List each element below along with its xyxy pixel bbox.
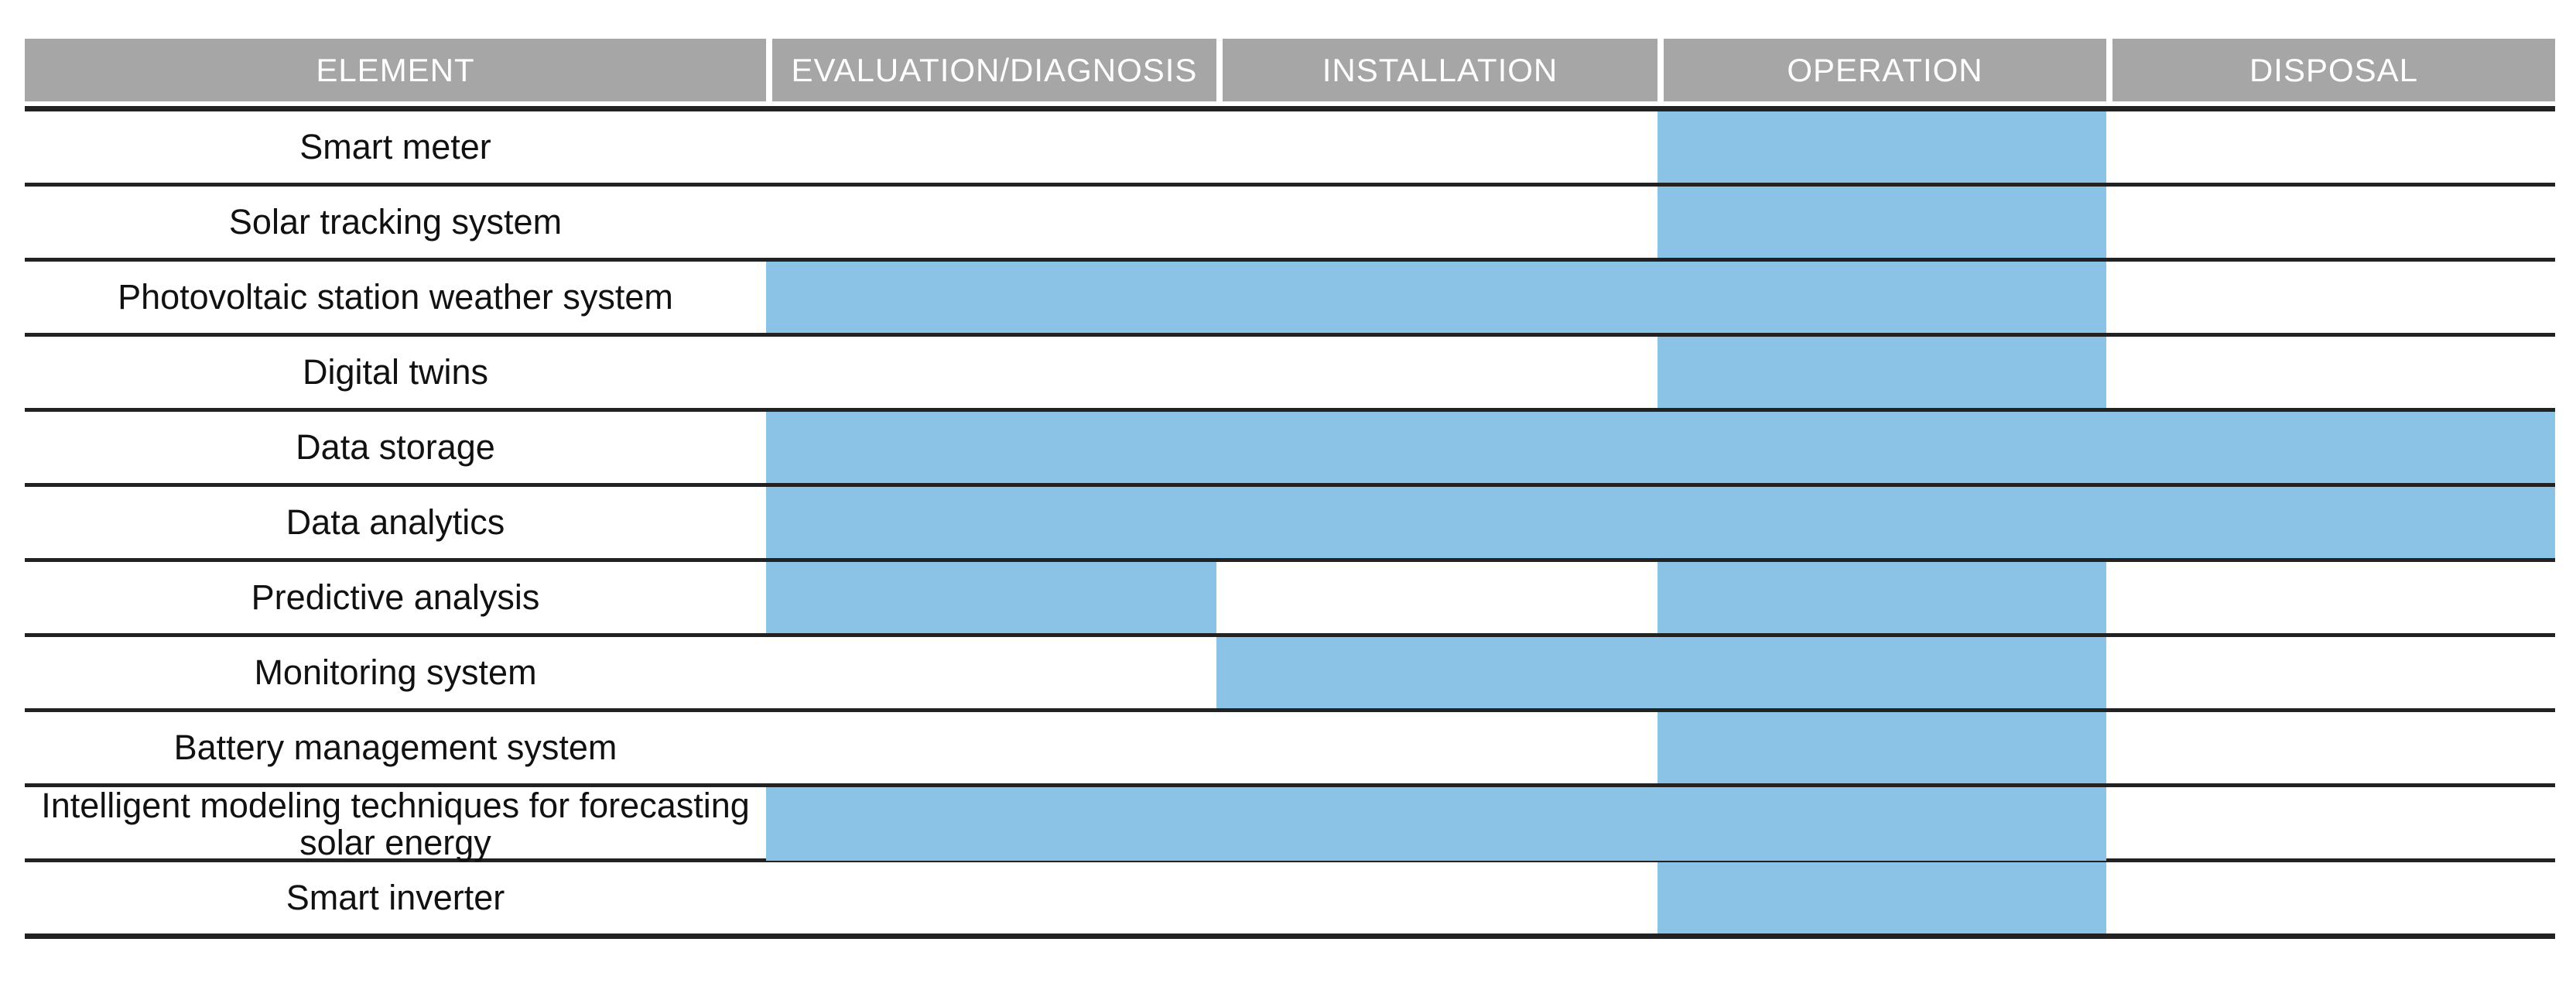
cell-operation-active [1657, 337, 2106, 408]
cell-evaluation-diagnosis-active [766, 412, 1216, 483]
cell-disposal-inactive [2106, 111, 2555, 183]
cell-disposal-inactive [2106, 862, 2555, 933]
cell-operation-active [1657, 412, 2106, 483]
element-label: Intelligent modeling techniques for fore… [41, 786, 750, 862]
element-label: Solar tracking system [228, 202, 563, 242]
cell-disposal-active [2106, 412, 2555, 483]
cell-disposal-inactive [2106, 262, 2555, 333]
cell-evaluation-diagnosis-inactive [766, 712, 1216, 783]
cell-evaluation-diagnosis-inactive [766, 111, 1216, 183]
cell-disposal-active [2106, 487, 2555, 558]
table-header-row: ELEMENT EVALUATION/DIAGNOSIS INSTALLATIO… [25, 39, 2555, 101]
cell-disposal-inactive [2106, 562, 2555, 633]
cell-operation-active [1657, 111, 2106, 183]
element-label: Monitoring system [254, 653, 537, 693]
element-phase-table: ELEMENT EVALUATION/DIAGNOSIS INSTALLATIO… [25, 39, 2555, 939]
column-header-disposal: DISPOSAL [2106, 39, 2555, 101]
cell-evaluation-diagnosis-active [766, 787, 1216, 862]
cell-disposal-inactive [2106, 787, 2555, 861]
cell-evaluation-diagnosis-active [766, 262, 1216, 333]
cell-evaluation-diagnosis-inactive [766, 862, 1216, 933]
element-label: Smart meter [299, 127, 491, 167]
cell-operation-active [1657, 562, 2106, 633]
cell-disposal-inactive [2106, 337, 2555, 408]
table-row: Battery management system [25, 712, 2555, 787]
column-header-element: ELEMENT [25, 39, 766, 101]
cell-evaluation-diagnosis-inactive [766, 337, 1216, 408]
cell-disposal-inactive [2106, 712, 2555, 783]
element-label: Data analytics [286, 502, 505, 543]
cell-installation-active [1216, 487, 1657, 558]
table-row: Data analytics [25, 487, 2555, 562]
table-row: Digital twins [25, 337, 2555, 412]
table-row: Monitoring system [25, 637, 2555, 712]
element-label: Digital twins [302, 352, 489, 392]
element-label: Battery management system [173, 728, 617, 768]
cell-installation-inactive [1216, 187, 1657, 258]
cell-installation-active [1216, 262, 1657, 333]
cell-installation-active [1216, 637, 1657, 708]
cell-installation-active [1216, 412, 1657, 483]
cell-operation-active [1657, 787, 2106, 862]
column-header-installation: INSTALLATION [1216, 39, 1657, 101]
cell-evaluation-diagnosis-inactive [766, 187, 1216, 258]
table-row: Solar tracking system [25, 187, 2555, 262]
cell-operation-active [1657, 187, 2106, 258]
cell-installation-active [1216, 787, 1657, 862]
column-header-operation: OPERATION [1657, 39, 2106, 101]
cell-installation-inactive [1216, 712, 1657, 783]
element-label: Photovoltaic station weather system [118, 277, 673, 317]
table-row: Intelligent modeling techniques for fore… [25, 787, 2555, 862]
cell-evaluation-diagnosis-inactive [766, 637, 1216, 708]
cell-operation-active [1657, 487, 2106, 558]
cell-operation-active [1657, 712, 2106, 783]
table-body: Smart meter Solar tracking system Photovol… [25, 106, 2555, 939]
cell-disposal-inactive [2106, 637, 2555, 708]
table-row: Smart meter [25, 111, 2555, 187]
element-label: Data storage [296, 427, 495, 468]
cell-installation-inactive [1216, 562, 1657, 633]
cell-evaluation-diagnosis-active [766, 562, 1216, 633]
cell-installation-inactive [1216, 337, 1657, 408]
cell-installation-inactive [1216, 111, 1657, 183]
cell-operation-active [1657, 862, 2106, 933]
column-header-evaluation-diagnosis: EVALUATION/DIAGNOSIS [766, 39, 1216, 101]
table-row: Smart inverter [25, 862, 2555, 939]
table-row: Data storage [25, 412, 2555, 487]
element-label: Smart inverter [286, 878, 505, 918]
cell-operation-active [1657, 262, 2106, 333]
table-row: Predictive analysis [25, 562, 2555, 637]
cell-installation-inactive [1216, 862, 1657, 933]
table-row: Photovoltaic station weather system [25, 262, 2555, 337]
cell-disposal-inactive [2106, 187, 2555, 258]
cell-operation-active [1657, 637, 2106, 708]
cell-evaluation-diagnosis-active [766, 487, 1216, 558]
element-label: Predictive analysis [251, 577, 540, 618]
